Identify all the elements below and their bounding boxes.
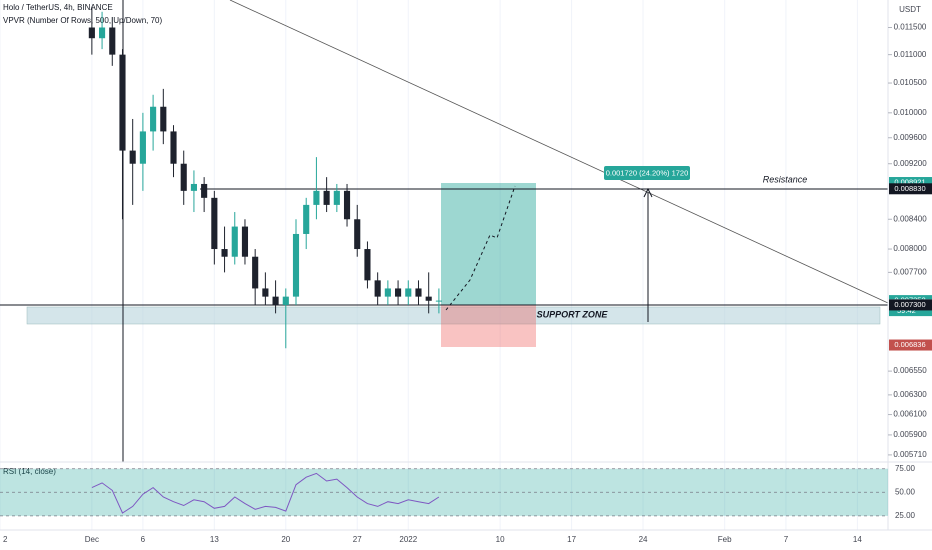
price-label-box [889, 183, 932, 195]
candle-body [395, 288, 402, 297]
position-label-box [604, 166, 690, 180]
candle-body [252, 256, 259, 289]
rsi-line [91, 472, 440, 514]
candle-body [354, 219, 361, 250]
y-tick-label: 0.006550 [893, 366, 927, 375]
candle-body [88, 27, 95, 39]
candle-body [180, 163, 187, 191]
y-tick-label: 0.006300 [893, 390, 927, 399]
arrow-head [643, 187, 653, 198]
candle-body [425, 296, 432, 301]
resistance-label: Resistance [763, 174, 808, 184]
candle-body [343, 190, 351, 220]
position-label: 0.001720 (24.20%) 1720 [606, 168, 689, 177]
candle-body [221, 249, 228, 257]
price-label: 0.008921 [894, 178, 925, 187]
y-tick-label: 0.010500 [893, 78, 927, 87]
rsi-tick-label: 75.00 [895, 464, 916, 473]
y-tick-label: 0.009600 [893, 133, 927, 142]
candle-body [150, 106, 157, 132]
candle-body [415, 288, 422, 297]
countdown-box [889, 306, 932, 317]
candle-body [384, 288, 391, 297]
x-tick-label: 20 [281, 535, 290, 544]
x-tick-label: Dec [85, 535, 99, 544]
price-label: 0.008830 [894, 184, 925, 193]
y-tick-label: 0.006100 [893, 410, 927, 419]
stop-zone [441, 305, 536, 347]
candle-body [99, 27, 106, 39]
candle-body [170, 131, 177, 164]
candle-body [262, 288, 269, 297]
candle-body [139, 131, 146, 164]
trend-line [229, 0, 889, 304]
candle-body [282, 296, 289, 305]
y-tick-label: 0.007700 [893, 267, 927, 276]
x-tick-label: 27 [353, 535, 362, 544]
x-tick-label: 13 [210, 535, 219, 544]
candle-body [323, 190, 330, 205]
support-label: SUPPORT ZONE [537, 309, 609, 319]
y-tick-label: 0.009200 [893, 159, 927, 168]
price-label: 0.006836 [894, 340, 925, 349]
rsi-tick-label: 50.00 [895, 487, 916, 496]
rsi-tick-label: 25.00 [895, 511, 916, 520]
y-tick-label: 0.005900 [893, 430, 927, 439]
indicator-title: VPVR (Number Of Rows, 500, Up/Down, 70) [3, 16, 163, 25]
x-tick-label: 17 [567, 535, 576, 544]
candle-body [160, 106, 167, 132]
y-tick-label: 0.008400 [893, 214, 927, 223]
x-tick-label: 14 [853, 535, 862, 544]
candle-body [405, 288, 412, 297]
price-label-box [889, 299, 932, 311]
candle-body [119, 54, 126, 151]
x-tick-label: 2022 [399, 535, 417, 544]
candle-body [333, 190, 340, 205]
candle-body [201, 183, 208, 198]
y-tick-label: 0.010000 [893, 108, 927, 117]
target-zone [441, 183, 536, 305]
x-tick-label: 24 [639, 535, 648, 544]
candle-body [211, 197, 218, 250]
candle-body [272, 296, 279, 305]
candle-body [292, 233, 300, 297]
y-tick-label: 0.011500 [894, 23, 927, 32]
projection [445, 185, 516, 311]
y-tick-label: 0.008000 [893, 244, 927, 253]
candle-body [364, 249, 371, 281]
x-tick-label: 7 [784, 535, 789, 544]
x-tick-label: 6 [141, 535, 146, 544]
y-tick-label: 0.011000 [894, 50, 927, 59]
x-tick-label: 2 [3, 535, 8, 544]
candle-body [303, 204, 310, 234]
drawings: 0.001720 (24.20%) 1720 Resistance SUPPOR… [0, 0, 889, 462]
candle-body [231, 226, 238, 257]
candle-body [241, 226, 249, 257]
candle-body [129, 150, 136, 164]
candle-body [374, 280, 381, 297]
chart-title: Holo / TetherUS, 4h, BINANCE [3, 3, 113, 12]
y-tick-label: 0.005710 [893, 450, 927, 459]
price-label: 0.007300 [894, 300, 925, 309]
price-label-box [889, 339, 932, 351]
candle-body [190, 183, 197, 191]
candle-body [313, 190, 320, 205]
rsi-title: RSI (14, close) [3, 467, 56, 476]
unit: USDT [899, 5, 921, 14]
price-label-box [889, 177, 932, 189]
x-tick-label: 10 [496, 535, 505, 544]
candle-body [109, 27, 116, 55]
candle-body [435, 300, 442, 302]
x-tick-label: Feb [718, 535, 732, 544]
countdown: 59:42 [897, 306, 916, 315]
support-zone [26, 306, 881, 325]
